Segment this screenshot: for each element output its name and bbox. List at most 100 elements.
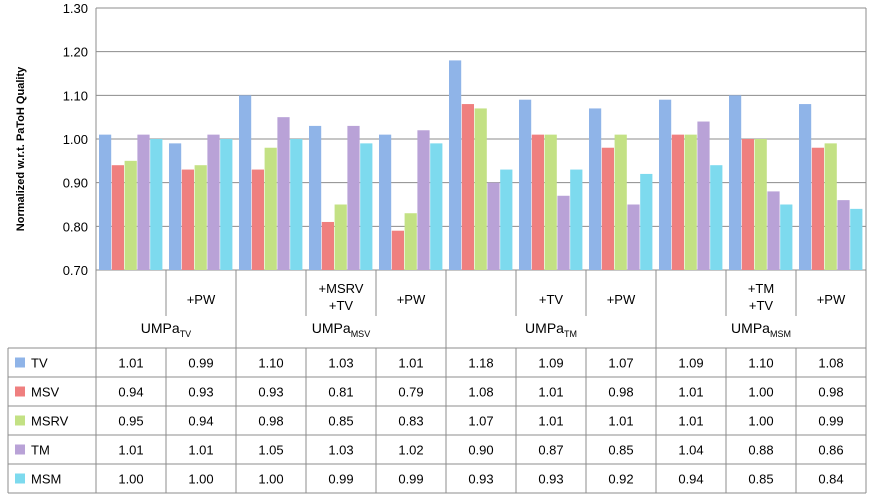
bar-msv [251, 169, 264, 270]
table-cell: 1.01 [188, 443, 213, 458]
y-axis-title: Normalized w.r.t. PaToH Quality [15, 66, 27, 231]
table-cell: 1.01 [538, 385, 563, 400]
bar-tv [519, 99, 532, 270]
legend-swatch-msrv [15, 415, 25, 426]
bar-msv [461, 104, 474, 270]
table-cell: 0.95 [118, 414, 143, 429]
bar-tm [697, 121, 710, 271]
legend-label: TV [31, 356, 48, 371]
bar-tv [659, 99, 672, 270]
legend-label: MSM [31, 472, 61, 487]
table-cell: 0.98 [608, 385, 633, 400]
bar-tv [589, 108, 602, 270]
table-cell: 0.99 [818, 414, 843, 429]
table-cell: 0.85 [608, 443, 633, 458]
table-cell: 1.10 [748, 356, 773, 371]
category-label: +PW [187, 292, 216, 307]
group-label: UMPaTV [141, 320, 191, 339]
table-cell: 1.10 [258, 356, 283, 371]
legend-label: MSRV [31, 414, 69, 429]
bar-msv [601, 147, 614, 270]
category-label: +TV [539, 292, 564, 307]
table-cell: 1.07 [468, 414, 493, 429]
bar-msrv [754, 139, 767, 270]
category-label: +TM [748, 281, 774, 296]
category-label: +PW [817, 292, 846, 307]
bar-msv [811, 147, 824, 270]
table-cell: 0.81 [328, 385, 353, 400]
bar-tm [277, 117, 290, 271]
table-cell: 1.18 [468, 356, 493, 371]
table-cell: 1.00 [748, 385, 773, 400]
bar-msm [710, 165, 723, 270]
y-tick-label: 1.20 [63, 45, 88, 60]
bar-msm [500, 169, 513, 270]
bar-msrv [544, 134, 557, 270]
bar-msrv [194, 165, 207, 270]
y-tick-label: 1.10 [63, 88, 88, 103]
group-label: UMPaMSM [731, 320, 791, 339]
bar-tm [417, 130, 430, 270]
legend-label: MSV [31, 385, 60, 400]
bar-msv [391, 230, 404, 270]
table-cell: 0.86 [818, 443, 843, 458]
bar-tm [487, 182, 500, 270]
legend-swatch-tm [15, 444, 25, 455]
category-label: +PW [397, 292, 426, 307]
table-cell: 0.84 [818, 472, 843, 487]
bar-tv [379, 134, 392, 270]
table-cell: 0.93 [188, 385, 213, 400]
bar-msv [181, 169, 194, 270]
group-label: UMPaMSV [312, 320, 370, 339]
table-cell: 0.92 [608, 472, 633, 487]
table-cell: 0.99 [328, 472, 353, 487]
bar-msv [321, 221, 334, 270]
table-cell: 1.09 [678, 356, 703, 371]
table-cell: 0.85 [748, 472, 773, 487]
bar-msrv [684, 134, 697, 270]
table-cell: 1.07 [608, 356, 633, 371]
table-cell: 0.87 [538, 443, 563, 458]
bar-msm [570, 169, 583, 270]
bar-msv [531, 134, 544, 270]
bar-msrv [824, 143, 837, 270]
table-cell: 1.02 [398, 443, 423, 458]
bar-msm [780, 204, 793, 270]
bar-msrv [124, 160, 137, 270]
bar-tm [557, 195, 570, 270]
category-label: +TV [329, 298, 354, 313]
bar-tv [309, 125, 322, 271]
table-cell: 0.93 [468, 472, 493, 487]
bar-msrv [404, 213, 417, 270]
table-cell: 0.99 [398, 472, 423, 487]
bar-msrv [614, 134, 627, 270]
bar-msv [111, 165, 124, 270]
group-label: UMPaTM [525, 320, 577, 339]
legend-swatch-msv [15, 386, 25, 397]
bar-tv [449, 60, 462, 271]
table-cell: 1.00 [118, 472, 143, 487]
table-cell: 0.98 [818, 385, 843, 400]
bar-msv [671, 134, 684, 270]
table-cell: 1.00 [188, 472, 213, 487]
table-cell: 1.00 [258, 472, 283, 487]
y-tick-label: 1.00 [63, 132, 88, 147]
table-cell: 0.99 [188, 356, 213, 371]
table-cell: 1.01 [678, 414, 703, 429]
bar-msm [850, 208, 863, 270]
table-cell: 1.08 [818, 356, 843, 371]
table-cell: 1.04 [678, 443, 703, 458]
bar-tv [729, 95, 742, 270]
table-cell: 0.94 [188, 414, 213, 429]
bar-msm [640, 173, 653, 270]
table-cell: 1.03 [328, 356, 353, 371]
category-label: +TV [749, 298, 774, 313]
table-cell: 0.85 [328, 414, 353, 429]
bar-tv [799, 104, 812, 270]
category-label: +PW [607, 292, 636, 307]
bar-msm [290, 139, 303, 270]
legend-swatch-msm [15, 473, 25, 484]
bar-msrv [264, 147, 277, 270]
bar-msrv [474, 108, 487, 270]
